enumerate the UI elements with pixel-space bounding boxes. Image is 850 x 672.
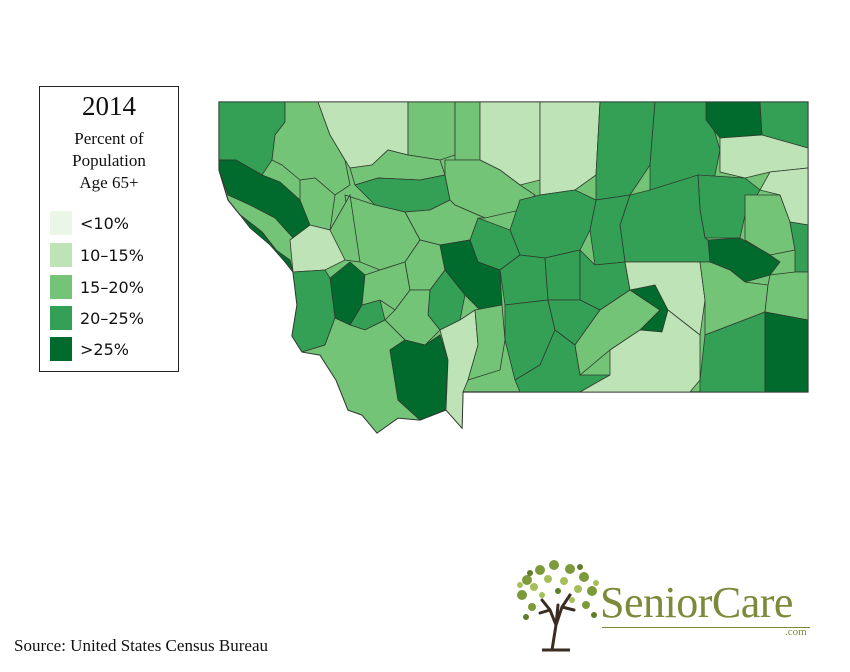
legend-swatch [50, 306, 72, 330]
county-powder-river [578, 309, 701, 393]
legend-subtitle-line: Percent of [74, 129, 144, 148]
county-carter-se [764, 311, 809, 393]
legend-label: <10% [80, 213, 129, 233]
county-toole [407, 101, 456, 161]
legend-swatch [50, 243, 72, 267]
county-golden-valley [544, 249, 581, 301]
county-sweet-grass [467, 304, 506, 381]
county-park [439, 309, 479, 430]
county-liberty [454, 101, 481, 161]
map-legend: 2014 Percent of Population Age 65+ <10% … [39, 86, 179, 372]
logo-underline [602, 627, 810, 628]
logo-wordmark: SeniorCare [600, 578, 793, 627]
legend-swatch [50, 211, 72, 235]
legend-label: 15–20% [80, 277, 144, 297]
legend-item: <10% [50, 211, 129, 235]
legend-label: >25% [80, 339, 129, 359]
legend-subtitle-line: Age 65+ [79, 173, 139, 192]
legend-item: 20–25% [50, 306, 144, 330]
legend-swatch [50, 337, 72, 361]
legend-item: 10–15% [50, 243, 144, 267]
logo-suffix: .com [785, 626, 807, 638]
source-note: Source: United States Census Bureau [14, 636, 269, 655]
seniorcare-logo-tree-icon [517, 560, 599, 652]
county-carter [699, 311, 766, 393]
legend-label: 20–25% [80, 308, 144, 328]
county-powell [329, 193, 361, 263]
legend-swatch [50, 275, 72, 299]
legend-year: 2014 [82, 91, 136, 121]
legend-item: 15–20% [50, 275, 144, 299]
legend-item: >25% [50, 337, 129, 361]
legend-subtitle: Percent of Population Age 65+ [40, 128, 178, 194]
legend-subtitle-line: Population [72, 151, 146, 170]
legend-label: 10–15% [80, 245, 144, 265]
